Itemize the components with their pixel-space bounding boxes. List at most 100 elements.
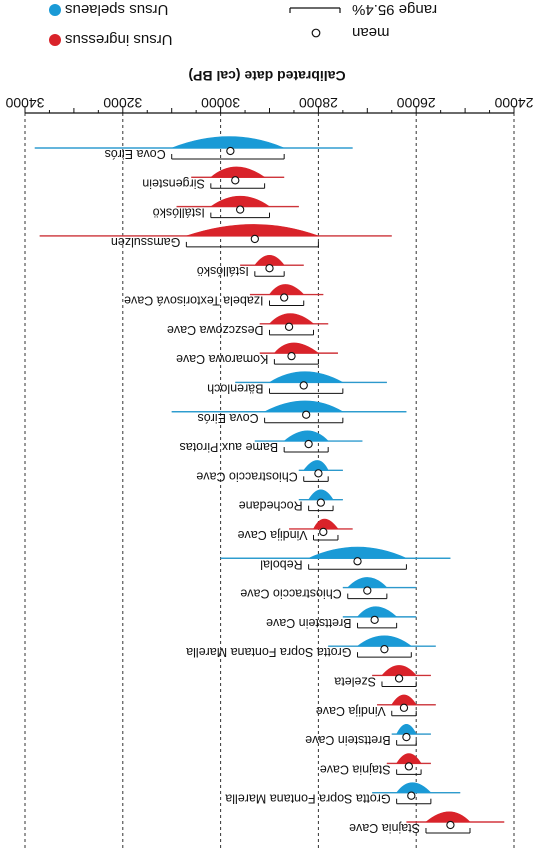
site-label: Stajnia Cave xyxy=(349,821,420,835)
series-row: Brettstein Cave xyxy=(305,724,431,747)
site-label: Istállóskö xyxy=(153,206,205,220)
density-shape xyxy=(425,811,471,823)
mean-marker xyxy=(236,205,245,214)
site-label: Izabela Textorisová Cave xyxy=(124,294,263,308)
mean-marker xyxy=(226,146,235,156)
site-label: Gamssulzen xyxy=(111,235,181,249)
series-row: Deszczowa Cave xyxy=(167,313,329,337)
density-shape xyxy=(313,518,339,530)
site-label: Istállóskö xyxy=(197,264,249,278)
density-shape xyxy=(268,313,315,325)
mean-marker xyxy=(316,498,325,507)
site-label: Komarowa Cave xyxy=(176,352,268,366)
density-shape xyxy=(391,694,417,706)
site-label: Bärenloch xyxy=(207,381,263,395)
mean-marker xyxy=(287,351,296,361)
legend-ursus-ingressus-swatch xyxy=(49,34,61,46)
density-shape xyxy=(264,400,344,413)
series-row: Stajnia Cave xyxy=(320,753,431,776)
series-row: Istállóskö xyxy=(197,254,304,278)
density-shape xyxy=(308,489,334,500)
site-label: Sirgenstein xyxy=(142,176,205,190)
mean-marker xyxy=(380,645,389,654)
legend-mean-symbol xyxy=(311,28,321,38)
series-row: Cova Eirós xyxy=(34,136,353,161)
series-row: Chiostraccio Cave xyxy=(240,577,417,601)
mean-marker xyxy=(302,410,311,419)
mean-marker xyxy=(231,176,240,185)
series-row: Bame aux Pirotas xyxy=(179,430,363,454)
x-ticks: 34000 32000 30000 28000 26000 24000 xyxy=(5,95,533,113)
density-shape xyxy=(171,136,285,149)
series-row: Vindija Cave xyxy=(316,694,436,718)
series-row: Bärenloch xyxy=(207,371,387,395)
grid xyxy=(24,113,515,848)
density-shape xyxy=(186,224,319,237)
site-label: Stajnia Cave xyxy=(320,762,391,776)
legend-mean-label: mean xyxy=(352,24,390,41)
series-row: Vindija Cave xyxy=(238,518,353,542)
site-label: Rochedane xyxy=(239,499,303,513)
x-axis-title: Calibrated date (cal BP) xyxy=(188,68,345,84)
site-label: Chiostraccio Cave xyxy=(196,469,297,483)
density-shape xyxy=(254,254,285,266)
series-row: Rebolal xyxy=(220,546,451,571)
density-shape xyxy=(268,284,305,295)
mean-marker xyxy=(280,293,289,302)
series-row: Sirgenstein xyxy=(142,166,285,190)
site-label: Brettstein Cave xyxy=(305,733,391,747)
x-tick-label: 34000 xyxy=(5,95,44,111)
site-label: Chiostraccio Cave xyxy=(240,587,341,601)
x-tick-label: 30000 xyxy=(201,95,240,111)
site-label: Vindija Cave xyxy=(238,528,308,542)
density-shape xyxy=(268,371,343,383)
density-shape xyxy=(396,753,422,764)
mean-marker xyxy=(265,264,274,273)
density-shape xyxy=(347,577,388,588)
density-shape xyxy=(356,635,413,647)
legend-ursus-ingressus-label: Ursus ingressus xyxy=(65,31,173,48)
density-shape xyxy=(209,195,271,207)
series-row: Gamssulzen xyxy=(39,224,392,249)
series-row: Chiostraccio Cave xyxy=(196,460,343,483)
mean-marker xyxy=(250,234,259,244)
mean-marker xyxy=(407,791,416,800)
x-tick-label: 24000 xyxy=(494,95,533,111)
density-shape xyxy=(308,546,407,559)
site-label: Rebolal xyxy=(260,557,302,571)
site-label: Cova Eirós xyxy=(197,411,258,425)
x-tick-label: 26000 xyxy=(397,95,436,111)
mean-marker xyxy=(304,439,313,449)
density-shape xyxy=(210,166,266,178)
series-row: Komarowa Cave xyxy=(176,342,338,366)
series-row: Cova Eirós xyxy=(171,400,407,425)
legend-ursus-spelaeus-label: Ursus spelaeus xyxy=(65,1,168,18)
series-row: Stajnia Cave xyxy=(349,811,505,835)
density-shape xyxy=(273,342,320,354)
mean-marker xyxy=(394,674,404,683)
density-shape xyxy=(283,430,329,442)
mean-marker xyxy=(446,820,455,830)
legend-range-symbol xyxy=(289,7,341,13)
series-row: Brettstein Cave xyxy=(266,606,417,630)
site-label: Brettstein Cave xyxy=(266,616,352,630)
series-row: Grotta Sopra Fontana Marella xyxy=(186,635,436,659)
mean-marker xyxy=(404,762,414,771)
site-label: Vindija Cave xyxy=(316,704,386,718)
series-row: Istállóskö xyxy=(153,195,299,220)
series-row: Grotta Sopra Fontana Marella xyxy=(225,782,461,806)
x-tick-label: 32000 xyxy=(103,95,142,111)
mean-marker xyxy=(363,586,372,595)
density-shape xyxy=(356,606,398,618)
density-shape xyxy=(396,724,417,735)
density-shape xyxy=(303,460,329,471)
mean-marker xyxy=(299,381,308,390)
series-row: Rochedane xyxy=(239,489,343,513)
series-row: Szeleta xyxy=(334,665,431,688)
legend-ursus-spelaeus-swatch xyxy=(49,4,61,16)
mean-marker xyxy=(319,527,328,537)
mean-marker xyxy=(314,469,323,478)
density-shape xyxy=(396,782,432,793)
mean-marker xyxy=(402,732,411,742)
